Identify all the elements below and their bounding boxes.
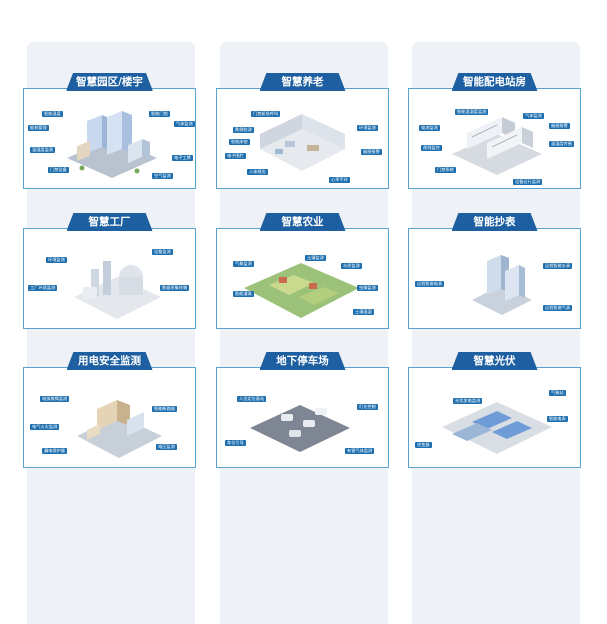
card-smart-metering[interactable]: 智能抄表 远程智能电表 远程智能水表 远程智能气表 [408,213,581,329]
device-label[interactable]: 电弧故障监测 [40,396,70,402]
device-label[interactable]: 环境监测 [357,125,378,131]
device-label[interactable]: 光伏发电监测 [453,398,483,404]
device-label[interactable]: 设备运行监测 [513,179,543,185]
device-label[interactable]: 电气火灾监测 [30,424,60,430]
card-electrical-safety[interactable]: 用电安全监测 电弧故障监测 智能断路器 电气火灾监测 漏电保护器 电压监测 [23,352,196,468]
scene-apartment [260,114,345,171]
device-label[interactable]: 数据采集终端 [160,285,190,291]
card-smart-park[interactable]: 智慧园区/楼宇 智能温度 能耗管理 温湿度监测 气体监测 智能门锁 电子工牌 门… [23,73,196,189]
card-title: 智慧光伏 [451,352,538,370]
device-label[interactable]: 虫情监测 [357,285,378,291]
card-smart-agriculture[interactable]: 智慧农业 气象监测 土壤监测 水质监测 虫情监测 智能灌溉 土壤温湿 [216,213,389,329]
card-power-station[interactable]: 智能配电站房 智能温湿度监测 气体监测 烟感报警 电流监测 门禁系统 视频监控 … [408,73,581,189]
scene-switchgear [452,117,542,175]
device-label[interactable]: 气体监测 [174,121,195,127]
card-title: 智慧农业 [259,213,346,231]
device-label[interactable]: 烟感报警 [361,149,382,155]
device-label[interactable]: 智能灌溉 [233,291,254,297]
device-label[interactable]: 视频监控 [421,145,442,151]
device-label[interactable]: 有害气体监测 [345,448,375,454]
device-label[interactable]: 电子工牌 [172,155,193,161]
card-smart-eldercare[interactable]: 智慧养老 门禁紧急呼叫 跌倒检测 智能床垫 电子围栏 人体感应 心率手环 环境监… [216,73,389,189]
device-label[interactable]: 设备监测 [152,249,173,255]
card-smart-factory[interactable]: 智慧工厂 环境监测 工厂环境监测 设备监测 数据采集终端 [23,213,196,329]
device-label[interactable]: 门禁紧急呼叫 [251,111,281,117]
device-label[interactable]: 车位引导 [225,440,246,446]
device-label[interactable]: 逆变器 [415,442,432,448]
device-label[interactable]: 远程智能水表 [543,263,573,269]
scene-parking [250,405,350,452]
scene-building-meters [472,255,532,315]
device-label[interactable]: 水质监测 [341,263,362,269]
device-label[interactable]: 气象站 [549,390,566,396]
device-label[interactable]: 环境监测 [46,257,67,263]
card-title: 智慧工厂 [66,213,153,231]
card-smart-pv[interactable]: 智慧光伏 光伏发电监测 逆变器 智能电表 气象站 [408,352,581,468]
card-title: 智能抄表 [451,213,538,231]
card-title: 智慧园区/楼宇 [66,73,153,91]
device-label[interactable]: 人体感应 [247,169,268,175]
device-label[interactable]: 远程智能气表 [543,305,573,311]
device-label[interactable]: 工厂环境监测 [28,285,58,291]
device-label[interactable]: 智能电表 [547,416,568,422]
device-label[interactable]: 智能床垫 [229,139,250,145]
card-title: 地下停车场 [259,352,346,370]
card-title: 智慧养老 [259,73,346,91]
scene-farm [244,263,359,318]
scene-solar [442,402,552,454]
device-label[interactable]: 门禁系统 [435,167,456,173]
card-title: 用电安全监测 [66,352,153,370]
device-label[interactable]: 温湿度监测 [30,147,55,153]
device-label[interactable]: 烟感报警 [549,123,570,129]
device-label[interactable]: 智能门锁 [149,111,170,117]
device-label[interactable]: 温湿度传感 [549,141,574,147]
scene-block [77,400,162,458]
device-label[interactable]: 电子围栏 [225,153,246,159]
device-label[interactable]: 电压监测 [156,444,177,450]
scene-buildings [67,111,157,178]
card-title: 智能配电站房 [451,73,538,91]
device-label[interactable]: 气象监测 [233,261,254,267]
device-label[interactable]: 漏电保护器 [42,448,67,454]
device-label[interactable]: 门禁设备 [48,167,69,173]
device-label[interactable]: 土壤监测 [305,255,326,261]
card-underground-parking[interactable]: 地下停车场 人员定位基站 灯光控制 车位引导 有害气体监测 [216,352,389,468]
device-label[interactable]: 智能断路器 [152,406,177,412]
device-label[interactable]: 土壤温湿 [353,309,374,315]
device-label[interactable]: 智能温度 [42,111,63,117]
scene-factory [74,261,161,319]
device-label[interactable]: 跌倒检测 [233,127,254,133]
device-label[interactable]: 灯光控制 [357,404,378,410]
device-label[interactable]: 气体监测 [523,113,544,119]
device-label[interactable]: 电流监测 [419,125,440,131]
device-label[interactable]: 远程智能电表 [415,281,445,287]
device-label[interactable]: 心率手环 [329,177,350,183]
device-label[interactable]: 空气监测 [152,173,173,179]
device-label[interactable]: 能耗管理 [28,125,49,131]
device-label[interactable]: 智能温湿度监测 [455,109,489,115]
device-label[interactable]: 人员定位基站 [237,396,267,402]
